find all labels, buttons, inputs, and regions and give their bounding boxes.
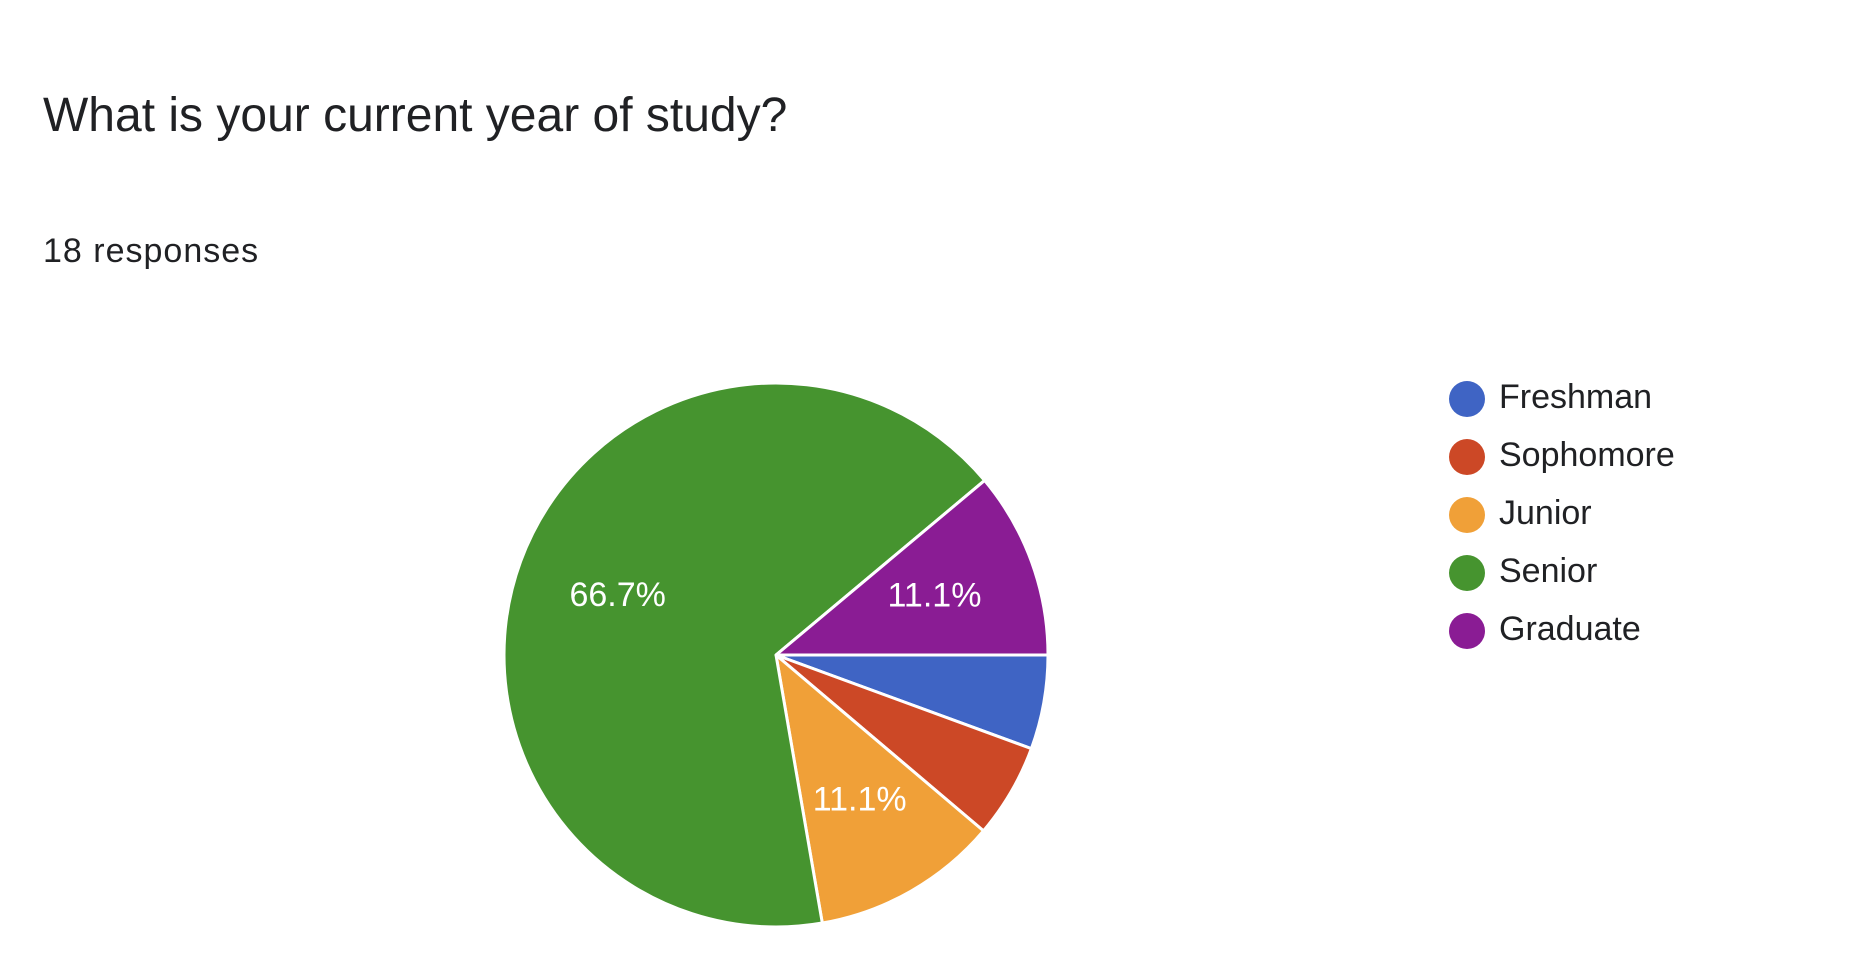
response-count: 18 responses (43, 232, 260, 270)
legend-item-sophomore[interactable]: Sophomore (1449, 436, 1675, 475)
legend-item-freshman[interactable]: Freshman (1449, 378, 1652, 417)
pie-slice-graduate[interactable] (774, 478, 1050, 657)
slice-label-graduate: 11.1% (888, 576, 982, 614)
slice-label-junior: 11.1% (813, 780, 907, 818)
legend-swatch (1449, 381, 1485, 417)
legend-swatch (1449, 497, 1485, 533)
chart-legend: Freshman Sophomore Junior Senior Graduate (1449, 378, 1675, 649)
legend-swatch (1449, 613, 1485, 649)
legend-label: Junior (1499, 494, 1592, 532)
pie-slice-junior[interactable] (774, 653, 986, 925)
pie-slice-labels: 11.1% 66.7% 11.1% (569, 576, 981, 819)
legend-label: Sophomore (1499, 436, 1675, 474)
legend-item-junior[interactable]: Junior (1449, 494, 1592, 533)
legend-label: Senior (1499, 552, 1597, 590)
legend-item-senior[interactable]: Senior (1449, 552, 1597, 591)
legend-label: Graduate (1499, 610, 1641, 648)
legend-label: Freshman (1499, 378, 1652, 416)
slice-label-senior: 66.7% (569, 576, 665, 614)
question-title: What is your current year of study? (43, 89, 788, 142)
pie-slices (502, 381, 1050, 929)
legend-swatch (1449, 555, 1485, 591)
legend-swatch (1449, 439, 1485, 475)
legend-item-graduate[interactable]: Graduate (1449, 610, 1641, 649)
pie-slice-senior[interactable] (502, 381, 987, 929)
